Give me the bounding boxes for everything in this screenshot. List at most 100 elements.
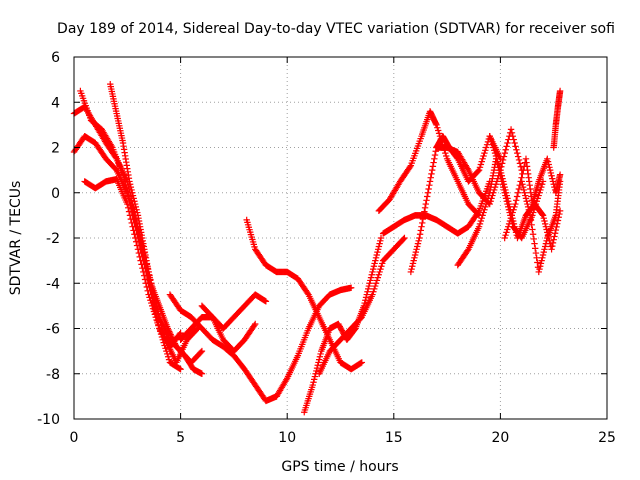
- data-point: [377, 265, 384, 273]
- data-point: [519, 170, 526, 178]
- data-point: [421, 204, 429, 212]
- data-point: [529, 231, 537, 238]
- data-point: [508, 129, 516, 136]
- data-point: [482, 200, 490, 208]
- data-point: [518, 178, 525, 185]
- data-point: [435, 130, 443, 137]
- data-point: [498, 172, 506, 179]
- y-tick-label: 0: [51, 186, 60, 202]
- data-point: [126, 181, 134, 188]
- data-point: [540, 248, 547, 256]
- data-point: [314, 362, 321, 369]
- data-point: [509, 132, 517, 140]
- data-point: [164, 325, 172, 332]
- data-point: [556, 207, 564, 215]
- data-point: [504, 139, 511, 147]
- series-track-12: [315, 234, 408, 377]
- data-point: [128, 186, 135, 194]
- data-point: [542, 223, 550, 230]
- data-point: [123, 185, 130, 192]
- y-tick-label: -4: [46, 276, 60, 292]
- data-point: [487, 135, 494, 143]
- data-point: [406, 163, 414, 171]
- data-point: [251, 322, 258, 329]
- data-point: [373, 277, 381, 284]
- data-point: [507, 126, 515, 133]
- data-point: [523, 198, 530, 205]
- data-point: [152, 305, 160, 312]
- data-point: [401, 234, 408, 242]
- data-point: [541, 217, 548, 225]
- data-point: [377, 237, 384, 245]
- data-point: [162, 345, 169, 352]
- data-point: [501, 183, 508, 191]
- data-point: [479, 212, 486, 219]
- data-point: [126, 178, 133, 185]
- data-point: [415, 237, 422, 245]
- data-point: [503, 192, 510, 199]
- data-point: [478, 158, 485, 165]
- y-tick-label: -10: [37, 412, 60, 428]
- data-point: [486, 132, 493, 140]
- data-point: [252, 320, 259, 328]
- data-point: [431, 155, 438, 163]
- data-point: [124, 188, 131, 195]
- data-point: [419, 219, 426, 227]
- data-point: [311, 376, 318, 383]
- data-point: [177, 329, 184, 337]
- data-point: [475, 223, 483, 230]
- data-point: [430, 159, 437, 166]
- data-point: [368, 271, 375, 278]
- data-point: [433, 121, 440, 129]
- data-point: [510, 136, 517, 143]
- data-point: [499, 175, 506, 182]
- data-point: [154, 311, 161, 318]
- data-point: [375, 271, 382, 278]
- data-point: [146, 294, 153, 301]
- data-point: [369, 265, 377, 273]
- data-point: [420, 212, 427, 219]
- data-point: [131, 215, 138, 223]
- data-point: [505, 220, 513, 228]
- data-point: [524, 200, 531, 208]
- data-point: [164, 350, 171, 358]
- x-tick-label: 0: [70, 430, 79, 446]
- data-point: [177, 366, 184, 373]
- data-point: [376, 240, 383, 247]
- data-point: [474, 167, 482, 175]
- data-point: [477, 217, 485, 225]
- data-point: [540, 215, 547, 222]
- data-point: [544, 155, 551, 163]
- series-track-21: [550, 87, 564, 151]
- data-point: [422, 200, 429, 208]
- data-point: [507, 215, 515, 222]
- data-point: [148, 299, 155, 307]
- data-point: [546, 164, 553, 171]
- data-point: [372, 254, 380, 261]
- data-point: [498, 160, 506, 167]
- x-tick-label: 20: [491, 430, 509, 446]
- data-point: [167, 331, 174, 338]
- data-point: [164, 353, 172, 360]
- data-point: [412, 248, 420, 256]
- data-point: [549, 239, 557, 247]
- data-point: [317, 350, 324, 358]
- data-point: [556, 178, 564, 185]
- y-axis-label: SDTVAR / TECUs: [8, 181, 24, 296]
- data-point: [538, 257, 545, 264]
- data-point: [375, 243, 383, 250]
- data-point: [506, 217, 514, 225]
- data-point: [419, 215, 427, 223]
- data-point: [159, 328, 167, 335]
- data-point: [373, 251, 380, 259]
- data-point: [546, 166, 554, 174]
- data-point: [134, 227, 141, 234]
- data-point: [367, 277, 374, 284]
- data-point: [171, 340, 179, 347]
- data-point: [480, 209, 487, 216]
- data-point: [370, 263, 378, 270]
- data-point: [511, 223, 518, 230]
- data-point: [515, 185, 523, 193]
- data-point: [197, 348, 205, 356]
- data-point: [365, 285, 372, 293]
